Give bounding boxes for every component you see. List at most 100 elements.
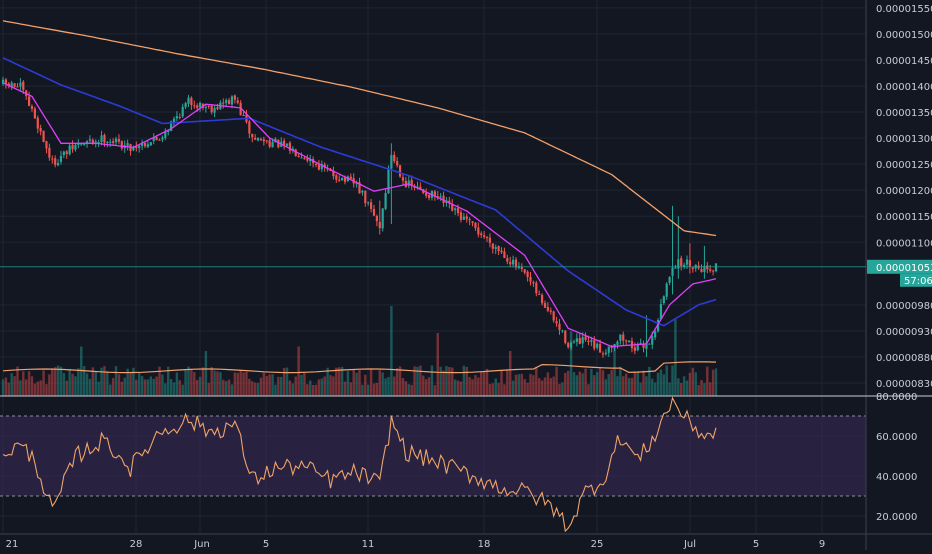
candle-body[interactable] — [285, 143, 289, 146]
candle-body[interactable] — [294, 149, 297, 156]
candle-body[interactable] — [164, 131, 167, 138]
candle-body[interactable] — [4, 79, 7, 84]
candle-body[interactable] — [193, 105, 196, 107]
candle-body[interactable] — [590, 340, 593, 342]
candle-body[interactable] — [135, 146, 138, 149]
candle-body[interactable] — [448, 200, 451, 204]
candle-body[interactable] — [540, 294, 544, 304]
candle-body[interactable] — [616, 341, 619, 345]
candle-body[interactable] — [77, 143, 80, 145]
candle-body[interactable] — [480, 233, 483, 236]
candle-body[interactable] — [175, 116, 179, 119]
candle-body[interactable] — [410, 179, 413, 186]
candle-body[interactable] — [714, 263, 718, 272]
candle-body[interactable] — [451, 203, 454, 211]
candle-body[interactable] — [172, 118, 176, 122]
candle-body[interactable] — [529, 276, 532, 282]
candle-body[interactable] — [706, 265, 709, 270]
candle-body[interactable] — [138, 145, 141, 148]
candle-body[interactable] — [207, 105, 210, 107]
candle-body[interactable] — [222, 102, 225, 104]
candle-body[interactable] — [596, 343, 599, 348]
candle-body[interactable] — [601, 353, 605, 355]
candle-body[interactable] — [320, 164, 323, 170]
candle-body[interactable] — [581, 337, 584, 344]
candle-body[interactable] — [538, 294, 541, 296]
candle-body[interactable] — [578, 338, 581, 344]
candle-body[interactable] — [283, 140, 286, 145]
candle-body[interactable] — [158, 139, 161, 141]
candle-body[interactable] — [170, 121, 173, 131]
candle-body[interactable] — [149, 142, 152, 146]
candle-body[interactable] — [83, 143, 86, 145]
candle-body[interactable] — [126, 142, 129, 146]
candle-body[interactable] — [262, 139, 265, 142]
candle-body[interactable] — [654, 331, 657, 338]
candle-body[interactable] — [13, 83, 16, 87]
candle-body[interactable] — [216, 107, 219, 110]
candle-body[interactable] — [416, 186, 419, 188]
candle-body[interactable] — [381, 208, 384, 229]
candle-body[interactable] — [456, 208, 460, 214]
candle-body[interactable] — [51, 158, 54, 160]
candle-body[interactable] — [636, 344, 639, 351]
candle-body[interactable] — [22, 81, 25, 90]
candle-body[interactable] — [668, 276, 671, 283]
candle-body[interactable] — [16, 86, 19, 88]
candle-body[interactable] — [19, 82, 22, 87]
candle-body[interactable] — [303, 158, 306, 160]
candle-body[interactable] — [375, 215, 378, 222]
candle-body[interactable] — [361, 190, 364, 193]
candle-body[interactable] — [10, 82, 13, 87]
candle-body[interactable] — [45, 141, 48, 149]
candle-body[interactable] — [587, 340, 590, 343]
candle-body[interactable] — [598, 344, 602, 353]
candle-body[interactable] — [680, 258, 683, 267]
candle-body[interactable] — [343, 177, 347, 182]
candle-body[interactable] — [454, 208, 457, 210]
candle-body[interactable] — [642, 344, 645, 348]
candle-body[interactable] — [204, 106, 207, 109]
candle-body[interactable] — [225, 100, 228, 103]
candle-body[interactable] — [700, 269, 703, 273]
candle-body[interactable] — [42, 130, 45, 142]
candle-body[interactable] — [439, 196, 442, 198]
candle-body[interactable] — [619, 334, 622, 341]
candle-body[interactable] — [233, 95, 236, 100]
candle-body[interactable] — [254, 137, 257, 140]
candle-body[interactable] — [462, 216, 465, 220]
candle-body[interactable] — [187, 97, 190, 104]
candle-body[interactable] — [364, 190, 367, 204]
candle-body[interactable] — [167, 130, 170, 133]
candle-body[interactable] — [688, 260, 692, 267]
candle-body[interactable] — [7, 83, 10, 86]
candle-body[interactable] — [712, 270, 715, 272]
candle-body[interactable] — [213, 107, 216, 113]
candle-body[interactable] — [309, 159, 312, 162]
candle-body[interactable] — [338, 179, 341, 181]
candle-body[interactable] — [242, 114, 245, 116]
candle-body[interactable] — [30, 106, 34, 109]
candle-body[interactable] — [648, 343, 651, 345]
candle-body[interactable] — [468, 219, 471, 221]
candle-body[interactable] — [494, 247, 497, 249]
candle-body[interactable] — [94, 141, 97, 143]
candle-body[interactable] — [372, 208, 376, 216]
candle-body[interactable] — [332, 171, 335, 177]
candle-body[interactable] — [161, 137, 164, 140]
candle-body[interactable] — [523, 269, 526, 273]
candle-body[interactable] — [390, 154, 393, 169]
candle-body[interactable] — [485, 237, 489, 239]
candle-body[interactable] — [477, 227, 480, 235]
candle-body[interactable] — [251, 134, 254, 138]
candle-body[interactable] — [190, 97, 193, 106]
candle-body[interactable] — [491, 243, 494, 249]
candle-body[interactable] — [88, 139, 92, 141]
candle-body[interactable] — [387, 169, 390, 194]
candle-body[interactable] — [65, 151, 68, 154]
candle-body[interactable] — [367, 202, 370, 204]
candle-body[interactable] — [62, 151, 65, 156]
candle-body[interactable] — [355, 183, 358, 185]
